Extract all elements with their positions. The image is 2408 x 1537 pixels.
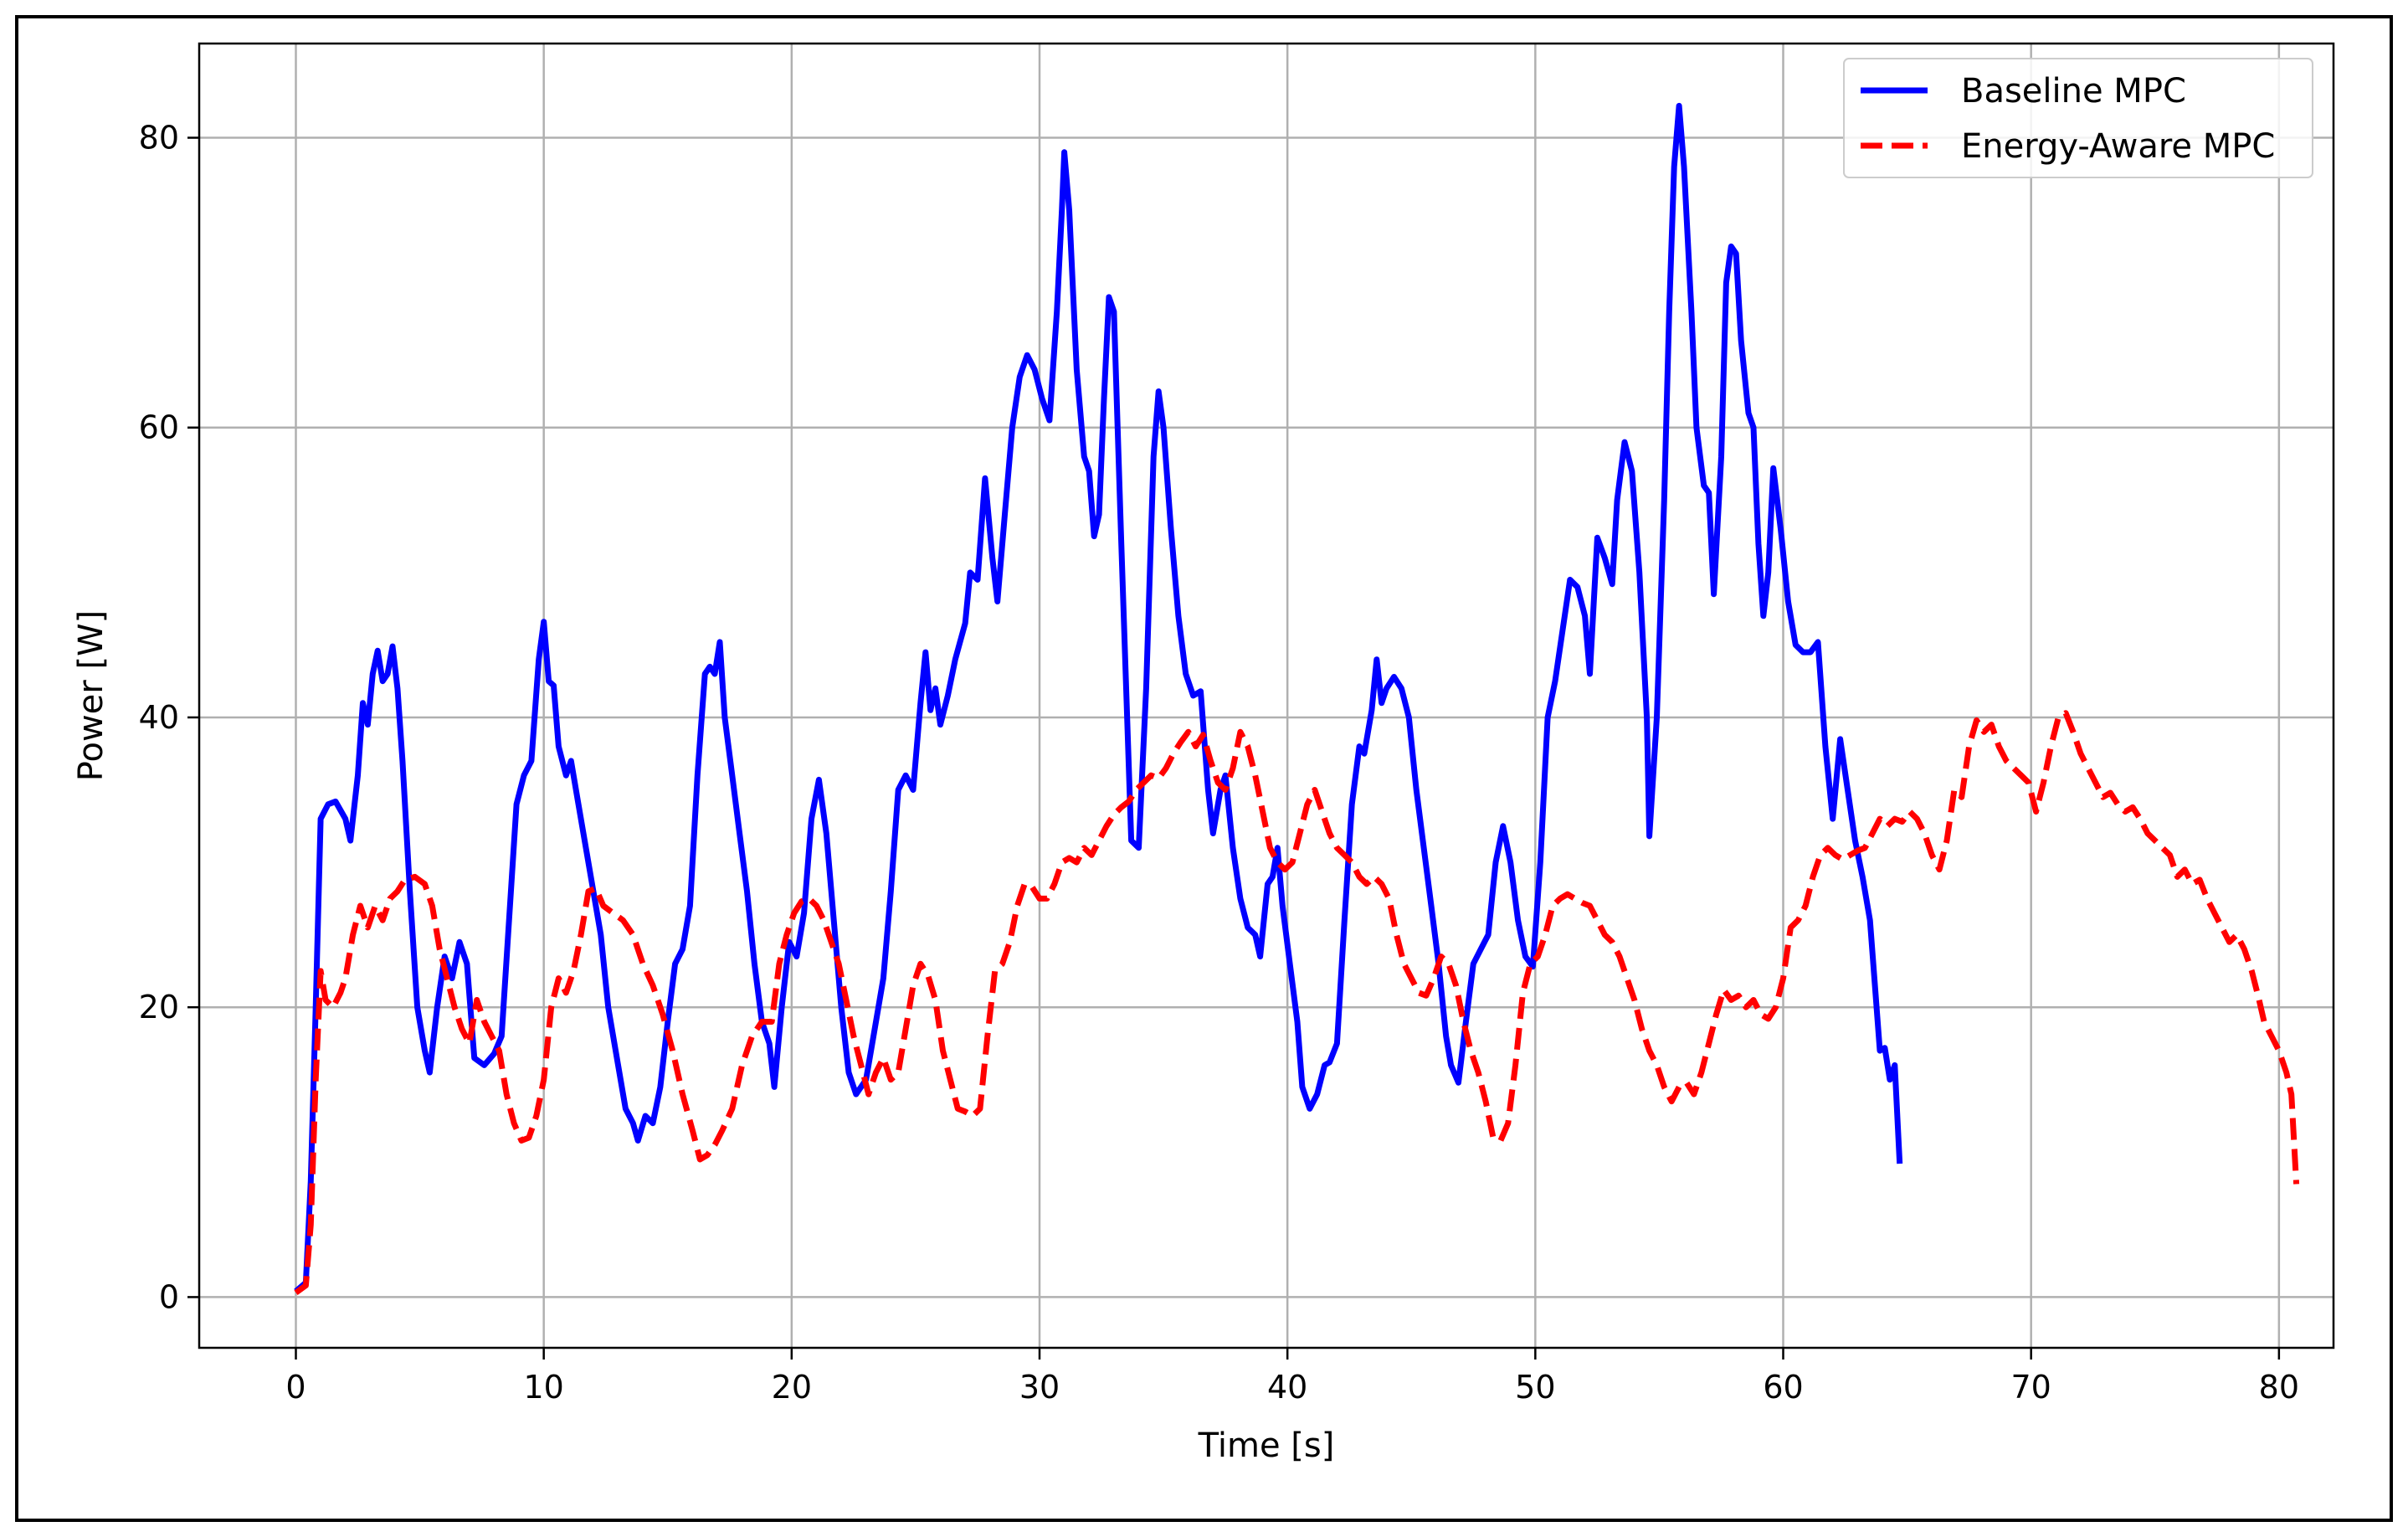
legend: Baseline MPC Energy-Aware MPC <box>1843 58 2313 178</box>
x-tick-label-40: 40 <box>1267 1369 1307 1406</box>
series-lines <box>294 102 2300 1296</box>
x-tick-label-80: 80 <box>2259 1369 2299 1406</box>
y-tick-label-20: 20 <box>139 989 179 1026</box>
y-tick-label-80: 80 <box>139 120 179 157</box>
y-tick-label-0: 0 <box>159 1278 179 1315</box>
x-tick-label-70: 70 <box>2010 1369 2051 1406</box>
x-tick-label-20: 20 <box>772 1369 812 1406</box>
x-tick-label-0: 0 <box>285 1369 305 1406</box>
legend-box <box>1843 58 2313 178</box>
series-line-baseline-mpc <box>294 102 1903 1294</box>
x-tick-label-60: 60 <box>1763 1369 1803 1406</box>
plot-area-border <box>198 42 2335 1349</box>
x-axis-ticks: 0 10 20 30 40 50 60 70 80 <box>285 1348 2299 1406</box>
y-tick-label-60: 60 <box>139 409 179 446</box>
x-tick-label-50: 50 <box>1515 1369 1555 1406</box>
y-tick-label-40: 40 <box>139 699 179 736</box>
legend-entry-baseline-mpc: Baseline MPC <box>1961 72 2186 111</box>
x-tick-label-30: 30 <box>1019 1369 1060 1406</box>
legend-entry-energy-aware-mpc: Energy-Aware MPC <box>1961 127 2275 166</box>
y-axis-ticks: 0 20 40 60 80 <box>139 120 199 1315</box>
grid-lines <box>199 44 2334 1348</box>
y-axis-label: Power [W] <box>72 610 110 781</box>
x-axis-label: Time [s] <box>1198 1426 1335 1465</box>
series-line-energy-aware-mpc <box>294 710 2300 1296</box>
x-tick-label-10: 10 <box>523 1369 563 1406</box>
